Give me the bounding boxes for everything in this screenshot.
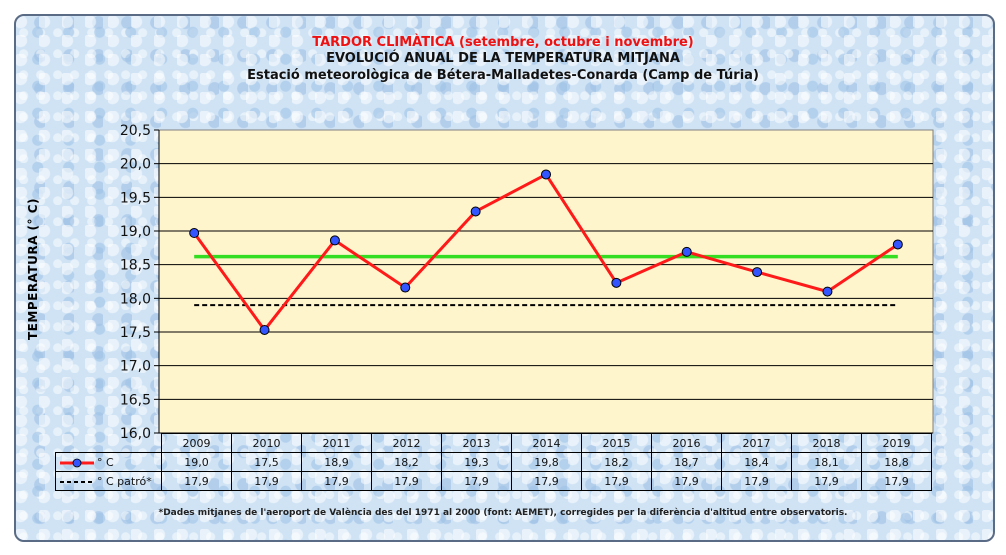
- table-value-cell: 18,4: [721, 452, 792, 472]
- table-year-cell: 2013: [441, 433, 512, 453]
- table-value-cell: 17,9: [301, 471, 372, 491]
- legend-series-label: ° C: [97, 455, 114, 469]
- plot-area: [158, 129, 934, 434]
- data-point: [541, 169, 551, 180]
- table-value-cell: 17,9: [581, 471, 652, 491]
- table-value-cell: 19,8: [511, 452, 582, 472]
- data-point: [189, 228, 200, 239]
- table-year-cell: 2012: [371, 433, 442, 453]
- table-value-cell: 18,1: [791, 452, 862, 472]
- table-year-cell: 2019: [861, 433, 932, 453]
- table-year-cell: 2010: [231, 433, 302, 453]
- y-tick-label: 20,0: [120, 157, 151, 173]
- legend-patro-label: ° C patró*: [97, 474, 152, 488]
- y-tick-label: 18,5: [120, 258, 151, 274]
- table-year-cell: 2015: [581, 433, 652, 453]
- table-value-cell: 17,9: [791, 471, 862, 491]
- data-point: [822, 286, 833, 297]
- data-point: [259, 324, 270, 335]
- table-year-cell: 2009: [161, 433, 232, 453]
- table-value-cell: 17,9: [231, 471, 302, 491]
- table-value-cell: 19,0: [161, 452, 232, 472]
- y-tick-label: 20,5: [120, 123, 151, 139]
- data-point: [329, 235, 340, 246]
- data-point: [681, 246, 692, 257]
- y-tick-label: 16,0: [120, 426, 151, 442]
- table-value-cell: 17,9: [511, 471, 582, 491]
- table-value-cell: 17,5: [231, 452, 302, 472]
- chart-station: Estació meteorològica de Bétera-Malladet…: [247, 68, 759, 83]
- table-year-cell: 2014: [511, 433, 582, 453]
- table-value-cell: 18,2: [581, 452, 652, 472]
- table-value-cell: 17,9: [721, 471, 792, 491]
- table-header-row: 2009 2010 2011 2012 2013 2014 2015 2016 2017 2018…: [56, 433, 932, 453]
- y-tick-label: 17,5: [120, 325, 151, 341]
- table-year-cell: 2018: [791, 433, 862, 453]
- chart-title: TARDOR CLIMÀTICA (setembre, octubre i no…: [312, 35, 694, 50]
- table-year-cell: 2017: [721, 433, 792, 453]
- legend-patro: ° C patró*: [55, 471, 162, 491]
- table-value-cell: 18,9: [301, 452, 372, 472]
- legend-series: ° C: [55, 452, 162, 472]
- y-tick-label: 19,0: [120, 224, 151, 240]
- chart-subtitle: EVOLUCIÓ ANUAL DE LA TEMPERATURA MITJANA: [326, 51, 680, 66]
- data-point: [611, 277, 622, 288]
- y-tick-label: 17,0: [120, 359, 151, 375]
- table-year-cell: 2011: [301, 433, 372, 453]
- table-value-cell: 18,7: [651, 452, 722, 472]
- table-row-patro: ° C patró* 17,9 17,9 17,9 17,9 17,9 17,9 17,9 1…: [55, 471, 932, 491]
- table-row-series: ° C 19,0 17,5 18,9 18,2 19,3 19,8 18,2 18,7 18,4…: [55, 452, 932, 472]
- legend-series-marker: [60, 458, 94, 467]
- data-point: [892, 239, 903, 250]
- table-value-cell: 17,9: [161, 471, 232, 491]
- table-value-cell: 19,3: [441, 452, 512, 472]
- y-tick-label: 16,5: [120, 392, 151, 408]
- table-year-cell: 2016: [651, 433, 722, 453]
- table-value-cell: 17,9: [371, 471, 442, 491]
- y-tick-label: 19,5: [120, 190, 151, 206]
- data-point: [752, 267, 763, 278]
- data-table: 2009 2010 2011 2012 2013 2014 2015 2016 2017 2018…: [55, 433, 932, 491]
- y-tick-label: 18,0: [120, 291, 151, 307]
- data-point: [400, 282, 411, 293]
- table-value-cell: 18,2: [371, 452, 442, 472]
- footnote: *Dades mitjanes de l'aeroport de Valènci…: [158, 508, 848, 518]
- table-value-cell: 17,9: [441, 471, 512, 491]
- table-value-cell: 17,9: [651, 471, 722, 491]
- table-value-cell: 18,8: [861, 452, 932, 472]
- data-point: [470, 206, 481, 217]
- legend-patro-marker: [60, 480, 94, 483]
- table-value-cell: 17,9: [861, 471, 932, 491]
